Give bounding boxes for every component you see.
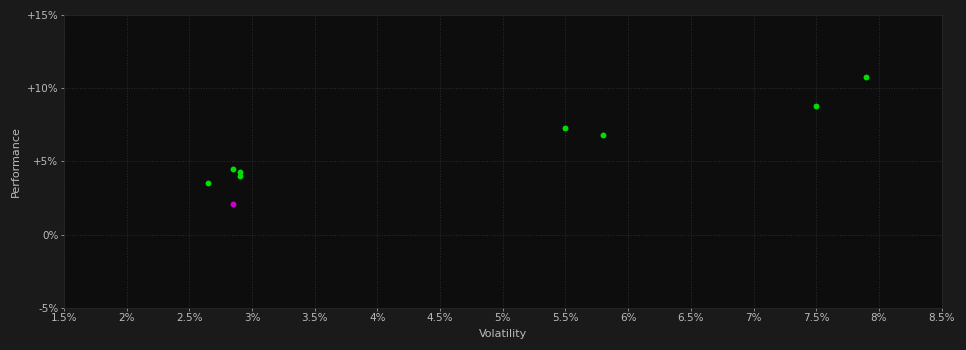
Point — [859, 74, 874, 79]
Point — [232, 169, 247, 175]
X-axis label: Volatility: Volatility — [479, 329, 526, 339]
Point — [595, 132, 611, 138]
Point — [232, 173, 247, 179]
Point — [557, 125, 573, 131]
Y-axis label: Performance: Performance — [12, 126, 21, 197]
Point — [200, 181, 215, 186]
Point — [225, 166, 241, 172]
Point — [809, 103, 824, 108]
Point — [225, 201, 241, 207]
